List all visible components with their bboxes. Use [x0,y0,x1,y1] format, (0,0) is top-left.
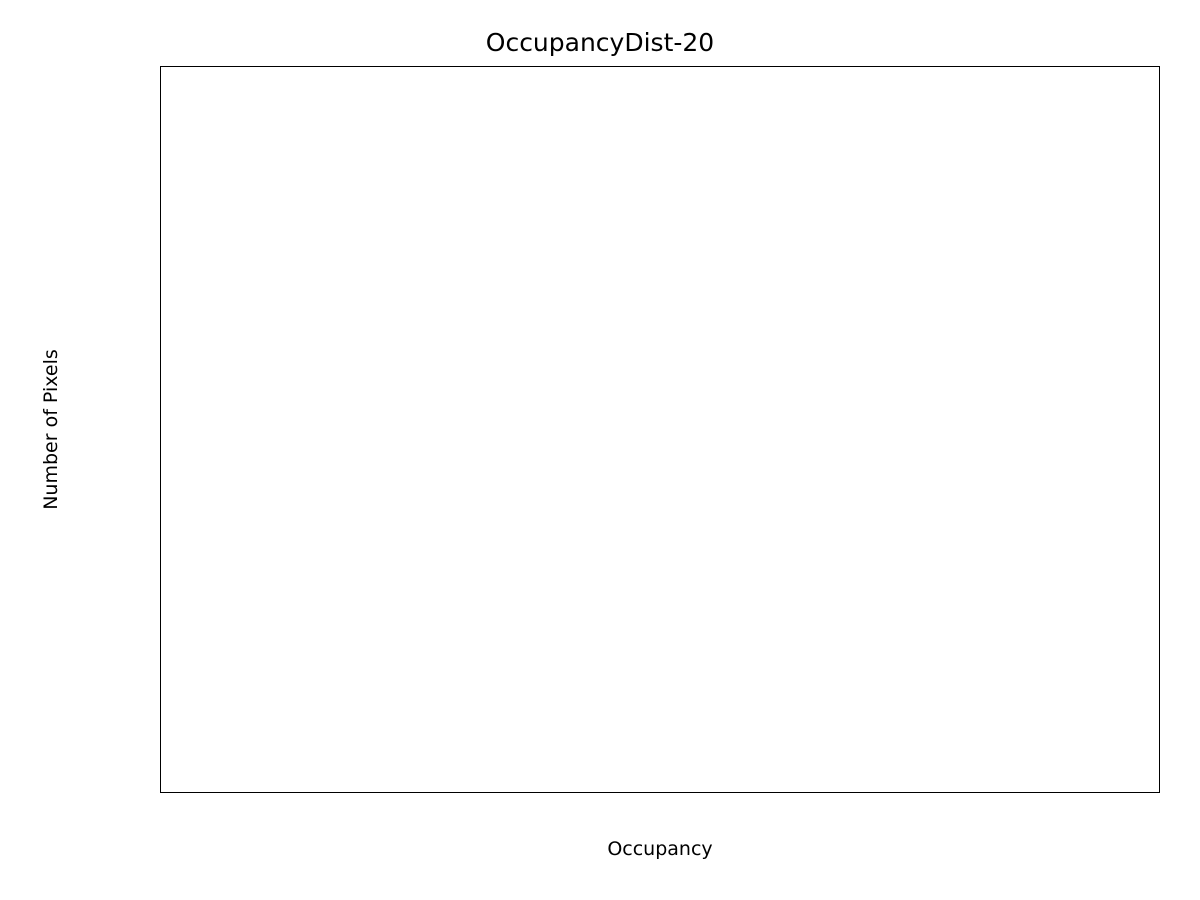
y-axis-label: Number of Pixels [40,349,62,510]
chart-title: OccupancyDist-20 [485,28,715,57]
x-axis-ticks [161,67,1159,792]
plot-area [160,66,1160,793]
x-axis-label: Occupancy [607,838,713,860]
